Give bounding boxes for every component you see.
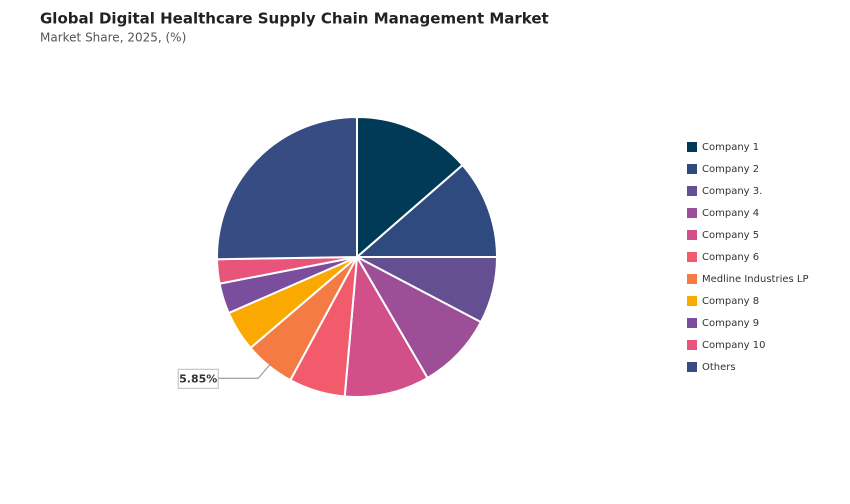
legend-label: Medline Industries LP — [702, 274, 809, 285]
pie-slice — [354, 163, 499, 258]
pie-slice — [343, 253, 429, 398]
pie-slice — [356, 115, 465, 260]
legend-label: Company 8 — [702, 296, 759, 307]
legend-label: Company 3. — [702, 186, 762, 197]
legend-label: Company 9 — [702, 318, 759, 329]
legend-swatch — [687, 186, 697, 196]
legend-label: Company 1 — [702, 142, 759, 153]
legend-label: Company 6 — [702, 252, 759, 263]
pie-slice — [216, 115, 358, 261]
legend-swatch — [687, 142, 697, 152]
legend-swatch — [687, 230, 697, 240]
chart-title: Global Digital Healthcare Supply Chain M… — [40, 10, 549, 28]
label-box — [177, 368, 219, 389]
legend-swatch — [687, 274, 697, 284]
legend-label: Company 5 — [702, 230, 759, 241]
legend-swatch — [687, 252, 697, 262]
data-label: 5.85% — [179, 372, 217, 385]
legend-swatch — [687, 164, 697, 174]
legend-swatch — [687, 208, 697, 218]
chart-subtitle: Market Share, 2025, (%) — [40, 31, 186, 45]
legend-swatch — [687, 340, 697, 350]
legend-label: Others — [702, 362, 736, 373]
legend-swatch — [687, 362, 697, 372]
leader-line — [218, 363, 271, 379]
legend-label: Company 10 — [702, 340, 765, 351]
legend-label: Company 4 — [702, 208, 759, 219]
legend-swatch — [687, 318, 697, 328]
legend-label: Company 2 — [702, 164, 759, 175]
legend-swatch — [687, 296, 697, 306]
